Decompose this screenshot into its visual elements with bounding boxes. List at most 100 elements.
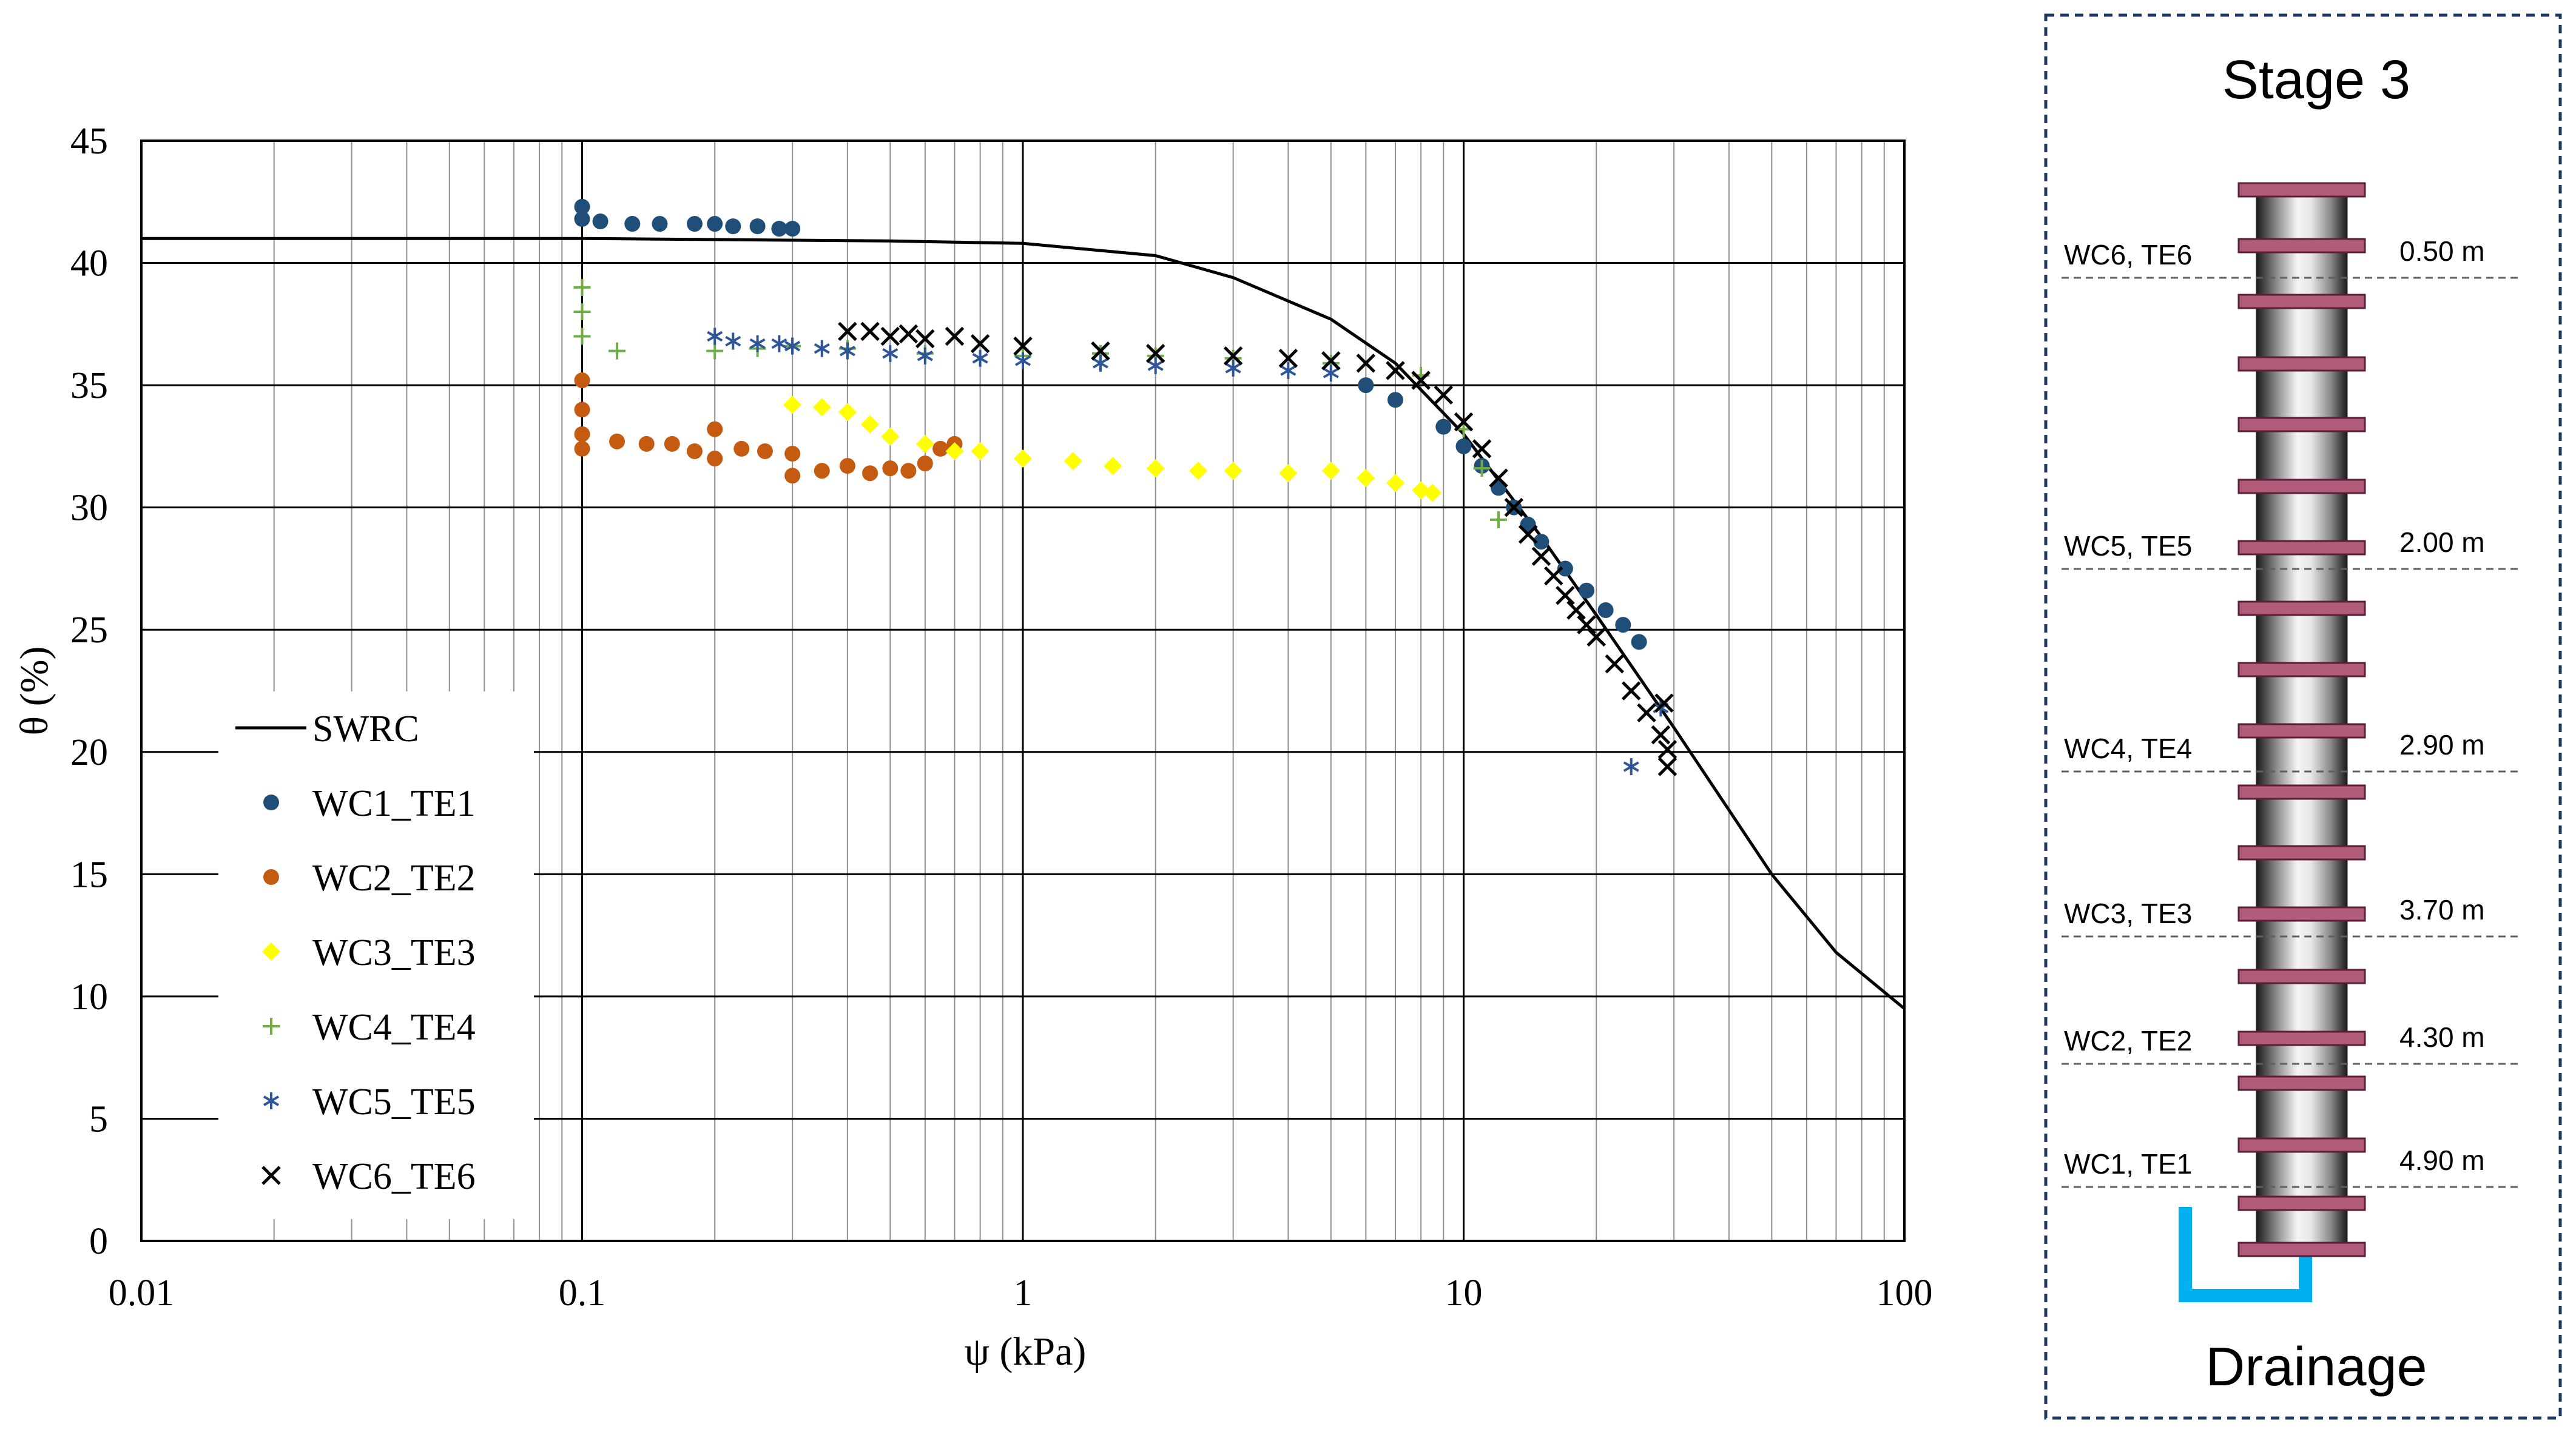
data-point [1223,346,1243,366]
data-point [881,427,900,446]
series-WC3_TE3 [783,395,1442,502]
data-point [1597,602,1614,618]
series-WC4_TE4 [573,278,1508,528]
sensor-row: WC5, TE5 2.00 m [2062,526,2521,570]
data-point [1455,438,1472,454]
data-point [686,216,703,232]
data-point [725,332,741,350]
data-point [771,221,787,237]
data-point [573,278,591,296]
data-point [1423,483,1442,502]
x-tick-label: 0.01 [109,1272,175,1314]
y-tick-label: 5 [89,1098,108,1140]
data-point [1566,600,1586,620]
x-tick-label: 100 [1876,1272,1933,1314]
data-point [1579,582,1595,599]
data-point [664,435,680,452]
data-point [1321,462,1340,480]
column-flange [2237,417,2366,432]
column-flange [2237,479,2366,494]
sensor-row: WC2, TE2 4.30 m [2062,1021,2521,1065]
data-point [1657,739,1677,759]
data-point [1386,474,1404,492]
sensor-label: WC6, TE6 [2064,239,2192,271]
legend-label: WC4_TE4 [312,1007,476,1048]
chart: 0.01 0.1 1 10 100 0 5 10 15 20 25 30 35 40 45 ψ (kPa)… [12,121,1933,1374]
y-tick-label: 45 [70,121,108,162]
sensor-label: WC5, TE5 [2064,530,2192,562]
column-flange [2237,1242,2366,1257]
data-point [638,435,655,452]
sensor-label: WC3, TE3 [2064,898,2192,929]
data-point [652,216,668,232]
data-point [838,403,857,422]
data-point [899,324,919,344]
data-point [725,218,741,235]
legend-item: WC3_TE3 [262,932,476,973]
data-point [749,335,766,352]
data-point [1605,654,1625,674]
data-point [932,440,949,457]
sensor-row: WC4, TE4 2.90 m [2062,729,2521,773]
data-point [1386,361,1405,380]
data-point [706,342,724,360]
data-point [1224,462,1242,480]
data-point [1280,361,1296,379]
data-point [1577,615,1596,634]
data-point [1278,349,1298,368]
column-flange [2237,906,2366,922]
data-point [1657,757,1677,776]
y-tick-label: 10 [70,977,108,1018]
data-point [1615,617,1631,633]
legend-item: WC4_TE4 [263,1007,476,1048]
data-point [880,326,900,346]
diagram-frame [2044,13,2562,1420]
data-point [574,440,590,457]
data-point [1654,693,1674,713]
data-point [686,443,703,459]
legend-label: WC6_TE6 [312,1156,476,1197]
data-point [707,328,723,345]
data-point [839,342,855,360]
sensor-row: WC1, TE1 4.90 m [2062,1145,2521,1188]
data-point [1189,462,1208,480]
data-point [784,468,801,484]
data-point [1544,566,1563,586]
data-point [784,445,801,462]
x-tick-label: 0.1 [559,1272,606,1314]
column-diagram: Stage 3 Drainage WC6, TE6 0.50 m WC5, TE5 2… [2044,13,2562,1420]
legend-item: WC5_TE5 [263,1081,476,1123]
data-point [860,321,880,341]
legend-item: SWRC [235,708,419,750]
diagram-title: Stage 3 [2222,50,2410,110]
data-point [861,415,880,434]
column-flange [2237,600,2366,616]
data-point [757,443,773,459]
data-point [970,334,990,354]
column-flange [2237,784,2366,800]
data-point [1323,364,1339,382]
data-point [1356,354,1376,373]
sensor-depth: 0.50 m [2399,235,2485,267]
data-point [1064,452,1082,471]
data-point [945,442,964,460]
soil-column [2256,192,2348,1252]
data-point [1145,343,1165,363]
data-point [574,402,590,418]
data-point [1358,377,1374,394]
sensor-row: WC3, TE3 3.70 m [2062,894,2521,938]
legend-swatch [262,943,280,961]
data-point [1321,351,1341,371]
legend-label: SWRC [312,708,419,750]
legend-label: WC3_TE3 [312,932,476,973]
data-point [784,221,801,237]
data-point [1092,354,1108,372]
data-point [917,455,933,472]
data-point [592,213,609,230]
column-flange [2237,540,2366,556]
data-point [1146,459,1165,478]
y-tick-label: 35 [70,365,108,406]
column-flange [2237,845,2366,861]
